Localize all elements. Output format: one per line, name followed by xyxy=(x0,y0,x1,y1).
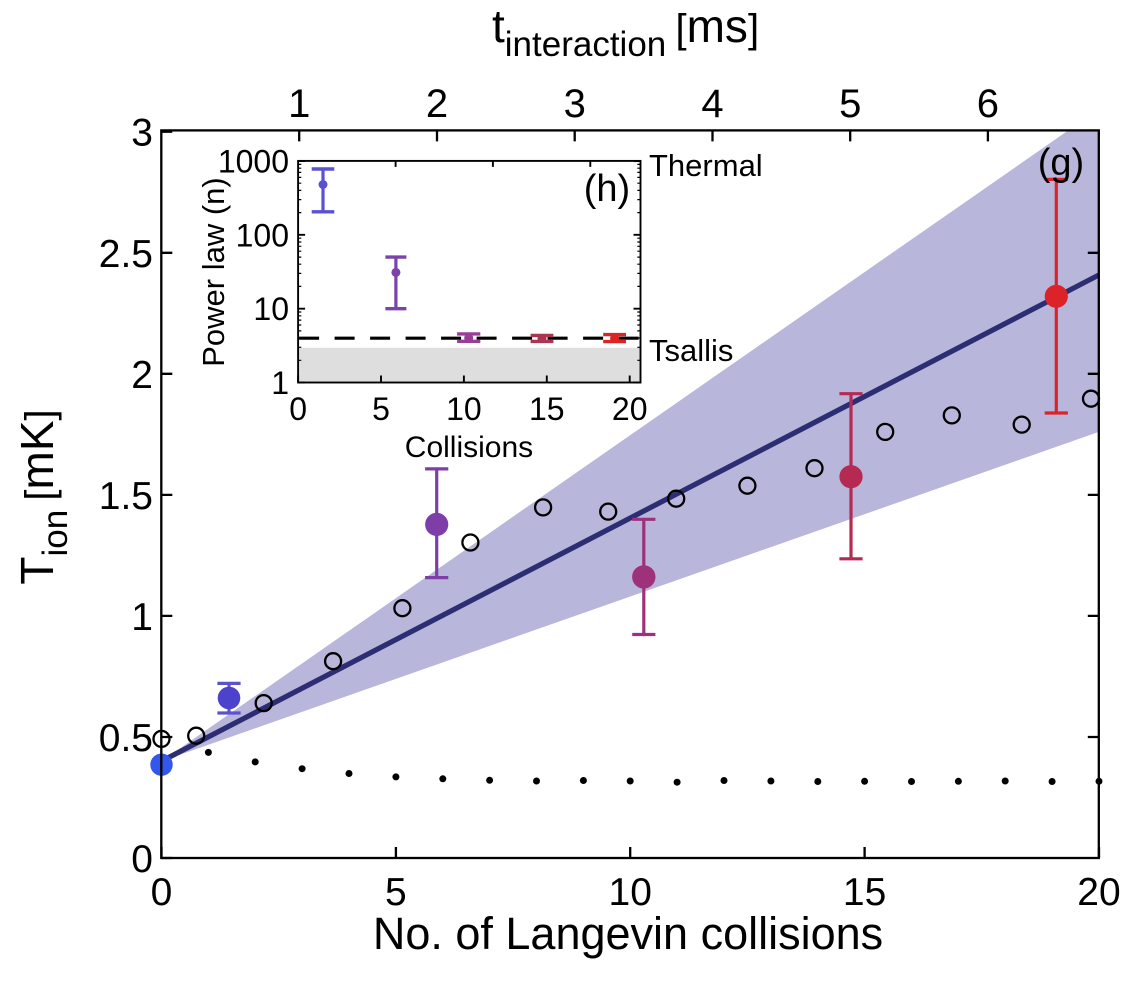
svg-text:0.5: 0.5 xyxy=(99,717,153,760)
svg-text:1: 1 xyxy=(288,82,310,126)
svg-text:100: 100 xyxy=(236,217,289,253)
svg-text:Tsallis: Tsallis xyxy=(649,333,733,368)
svg-text:10: 10 xyxy=(609,871,652,914)
svg-text:6: 6 xyxy=(977,82,999,126)
svg-text:Collisions: Collisions xyxy=(405,431,533,464)
svg-text:(g): (g) xyxy=(1038,142,1084,184)
svg-text:0: 0 xyxy=(131,838,153,881)
svg-text:3: 3 xyxy=(131,112,153,155)
svg-text:0: 0 xyxy=(289,391,307,427)
svg-text:1.5: 1.5 xyxy=(99,475,153,518)
svg-text:Power law (n): Power law (n) xyxy=(196,177,231,367)
svg-text:0: 0 xyxy=(151,871,173,914)
svg-text:2: 2 xyxy=(426,82,448,126)
svg-text:5: 5 xyxy=(372,391,390,427)
svg-text:(h): (h) xyxy=(584,168,630,210)
svg-text:4: 4 xyxy=(701,82,723,126)
svg-text:1: 1 xyxy=(131,596,153,639)
svg-text:20: 20 xyxy=(1077,871,1120,914)
svg-text:5: 5 xyxy=(839,82,861,126)
svg-text:2: 2 xyxy=(131,354,153,397)
svg-text:10: 10 xyxy=(253,291,289,327)
svg-text:1000: 1000 xyxy=(218,144,289,180)
svg-text:10: 10 xyxy=(446,391,482,427)
svg-text:20: 20 xyxy=(612,391,648,427)
svg-text:15: 15 xyxy=(843,871,886,914)
svg-text:5: 5 xyxy=(385,871,407,914)
svg-text:Thermal: Thermal xyxy=(649,148,763,183)
svg-text:2.5: 2.5 xyxy=(99,233,153,276)
svg-text:1: 1 xyxy=(271,365,289,401)
svg-text:15: 15 xyxy=(529,391,565,427)
svg-text:3: 3 xyxy=(564,82,586,126)
svg-text:No. of Langevin collisions: No. of Langevin collisions xyxy=(373,908,883,959)
